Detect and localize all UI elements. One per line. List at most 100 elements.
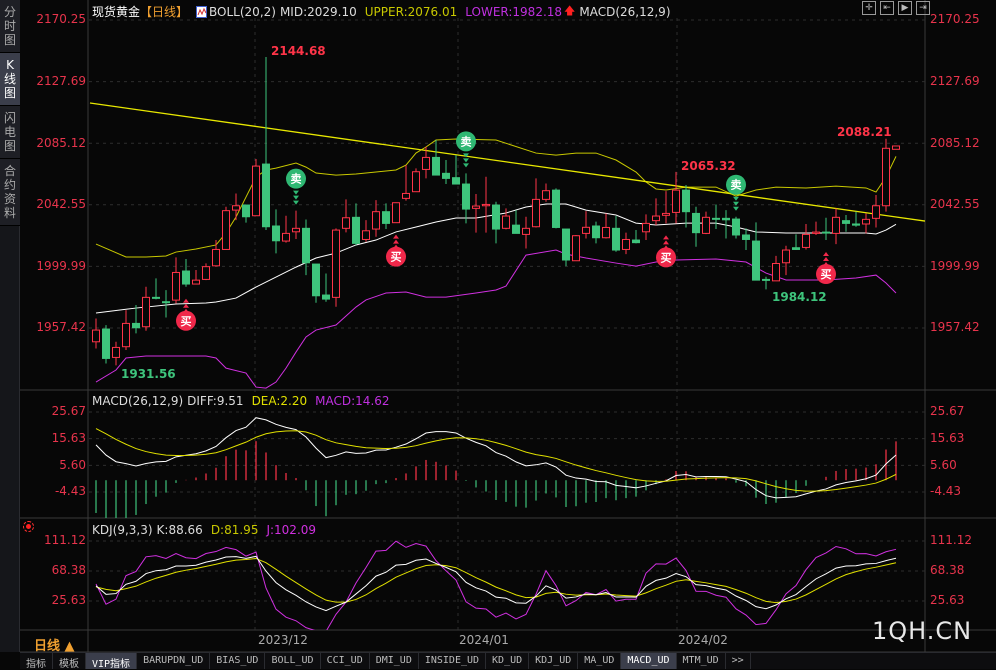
high-price-label: 2088.21 <box>837 125 892 139</box>
candle <box>812 221 820 235</box>
macd-axis-right-label: 15.63 <box>930 431 965 445</box>
boll-lower-line <box>95 249 897 389</box>
candle-body <box>762 278 770 281</box>
candle-body <box>312 263 320 297</box>
crosshair-icon[interactable]: ✛ <box>862 1 876 15</box>
candle <box>292 210 300 240</box>
candle-body <box>872 205 880 219</box>
macd-dea: DEA:2.20 <box>251 394 308 408</box>
candle-body <box>742 234 750 240</box>
sidebar-tab-flash[interactable]: 闪电图 <box>0 106 20 159</box>
candle <box>772 255 780 282</box>
kdj-axis-left-label: 111.12 <box>44 533 86 547</box>
play-icon[interactable]: ▶ <box>898 1 912 15</box>
kdj-d: D:81.95 <box>210 523 259 537</box>
candle-body <box>572 235 580 262</box>
signal-badge <box>726 174 746 195</box>
arrow-up-icon: 🡅 <box>564 4 576 17</box>
tab-barupdn-ud[interactable]: BARUPDN_UD <box>137 653 211 669</box>
tab-indicators[interactable]: 指标 <box>20 653 53 670</box>
tab-bias-ud[interactable]: BIAS_UD <box>210 653 266 669</box>
candle-body <box>522 227 530 235</box>
macd-axis-right-label: 25.67 <box>930 404 965 418</box>
macd-axis-left-label: 25.67 <box>51 404 86 418</box>
candle <box>562 228 570 267</box>
candle <box>342 199 350 233</box>
time-axis-label: 2023/12 <box>258 633 308 647</box>
price-axis-left-label: 2170.25 <box>36 12 86 26</box>
kdj-panel <box>95 540 897 630</box>
candle <box>762 276 770 290</box>
macd-diff-line <box>95 417 897 499</box>
high-price-label: 2065.32 <box>681 159 736 173</box>
period-button[interactable]: 日线 ▲ <box>34 639 75 654</box>
arrow-up-icon <box>393 239 399 244</box>
tab-kd-ud[interactable]: KD_UD <box>486 653 530 669</box>
candle-body <box>582 226 590 234</box>
candle <box>822 217 830 241</box>
signal-label: 买 <box>181 315 192 328</box>
kdj-k: K:88.66 <box>156 523 203 537</box>
sidebar-tab-contract-info[interactable]: 合约资料 <box>0 159 20 226</box>
candle <box>362 220 370 242</box>
sidebar-tab-intraday[interactable]: 分时图 <box>0 0 20 53</box>
candle <box>652 198 660 226</box>
buy-signal: 买 <box>386 234 406 267</box>
candle-body <box>452 177 460 185</box>
tab-cci-ud[interactable]: CCI_UD <box>321 653 370 669</box>
boll-upper-line <box>95 138 897 258</box>
candle-body <box>422 156 430 170</box>
tab-kdj-ud[interactable]: KDJ_UD <box>529 653 579 669</box>
candle-body <box>702 216 710 234</box>
tab-dmi-ud[interactable]: DMI_UD <box>370 653 419 669</box>
candle <box>622 232 630 255</box>
candle <box>522 216 530 249</box>
goto-start-icon[interactable]: ⇤ <box>880 1 894 15</box>
chart-indicator-icon[interactable] <box>196 5 208 18</box>
kdj-settings-icon[interactable] <box>23 521 34 532</box>
chart-frame <box>20 0 996 653</box>
kdj-axis-right-label: 68.38 <box>930 563 965 577</box>
boll-upper: UPPER:2076.01 <box>364 4 458 19</box>
candle <box>572 234 580 262</box>
candle <box>682 185 690 228</box>
time-axis-label: 2024/02 <box>678 633 728 647</box>
price-axis-left-label: 1957.42 <box>36 320 86 334</box>
candle <box>412 168 420 193</box>
kdj-title: KDJ(9,3,3) <box>92 523 153 537</box>
candle-body <box>732 218 740 236</box>
tab-templates[interactable]: 模板 <box>53 653 86 670</box>
price-axis-right-label: 1999.99 <box>930 259 980 273</box>
kdj-axis-left-label: 25.63 <box>51 593 86 607</box>
kdj-axis-right-label: 25.63 <box>930 593 965 607</box>
candle-body <box>662 212 670 216</box>
goto-end-icon[interactable]: ⇥ <box>916 1 930 15</box>
instrument-name: 现货黄金 <box>92 5 141 19</box>
tab-inside-ud[interactable]: INSIDE_UD <box>419 653 487 669</box>
candle <box>372 200 380 237</box>
price-axis-left-label: 2127.69 <box>36 74 86 88</box>
candle-body <box>112 346 120 358</box>
candle-body <box>212 248 220 267</box>
tab-more[interactable]: >> <box>726 653 751 669</box>
tab-mtm-ud[interactable]: MTM_UD <box>677 653 726 669</box>
tab-macd-ud[interactable]: MACD_UD <box>621 653 677 669</box>
sidebar-tab-kline[interactable]: K线图 <box>0 53 20 106</box>
kdj-axis-left-label: 68.38 <box>51 563 86 577</box>
tab-vip-indicators[interactable]: VIP指标 <box>86 653 138 670</box>
arrow-down-icon <box>293 195 299 200</box>
candle-body <box>542 190 550 200</box>
tab-boll-ud[interactable]: BOLL_UD <box>265 653 321 669</box>
candle-body <box>332 229 340 298</box>
candle <box>832 208 840 245</box>
candle <box>492 201 500 244</box>
kdj-k-line <box>95 555 897 612</box>
macd-label: MACD(26,12,9) <box>579 4 671 19</box>
candle <box>102 325 110 364</box>
tab-ma-ud[interactable]: MA_UD <box>578 653 622 669</box>
signal-label: 卖 <box>291 172 302 186</box>
arrow-down-icon <box>733 196 739 201</box>
candle-body <box>392 202 400 224</box>
candle <box>162 290 170 318</box>
